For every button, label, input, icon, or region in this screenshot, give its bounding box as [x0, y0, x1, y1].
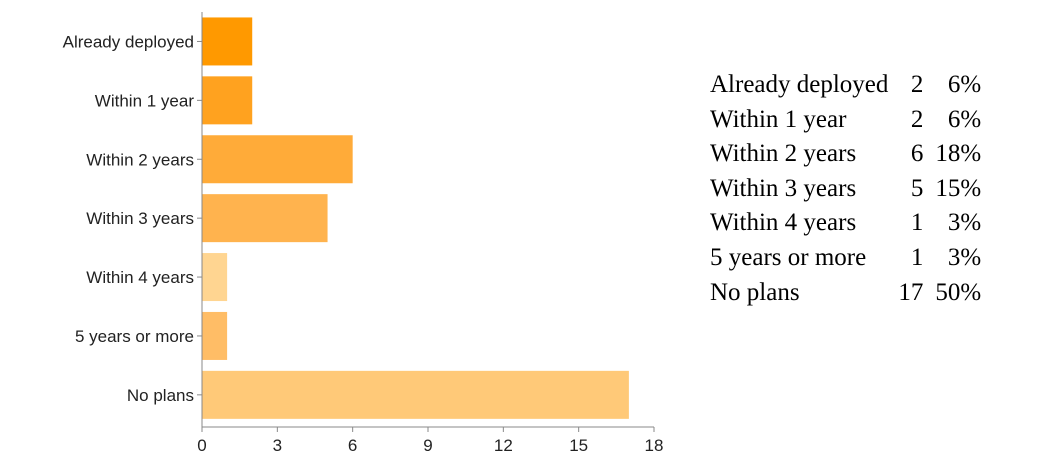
- summary-percent: 3%: [947, 209, 982, 237]
- category-label: No plans: [127, 386, 194, 405]
- axes: 0 3 6 9 12 15 18: [197, 12, 663, 455]
- summary-row: Already deployed 2 6%: [710, 68, 981, 103]
- bar-chart: Already deployed Within 1 year Within 2 ye…: [63, 12, 663, 455]
- x-tick-label: 12: [494, 436, 513, 455]
- summary-percent: 6%: [947, 105, 982, 133]
- bar-within-4-years: [202, 253, 228, 302]
- bars-layer: [202, 17, 629, 419]
- summary-label: No plans: [710, 278, 800, 306]
- category-label: Already deployed: [63, 32, 194, 51]
- summary-percent: 50%: [935, 278, 982, 306]
- summary-percent: 3%: [947, 243, 982, 271]
- summary-count: 2: [910, 105, 924, 133]
- x-tick-label: 9: [423, 436, 432, 455]
- summary-row: Within 2 years 6 18%: [710, 137, 981, 172]
- summary-percent: 18%: [935, 140, 982, 168]
- summary-label: Already deployed: [710, 71, 889, 98]
- bar-within-3-years: [202, 194, 328, 243]
- summary-count: 6: [910, 140, 924, 168]
- category-label: 5 years or more: [75, 327, 194, 346]
- x-tick-label: 0: [197, 436, 206, 455]
- summary-row: Within 4 years 1 3%: [710, 206, 981, 241]
- summary-percent: 6%: [947, 71, 982, 98]
- category-label: Within 3 years: [86, 209, 194, 228]
- summary-label: 5 years or more: [710, 243, 867, 271]
- summary-count: 5: [910, 174, 924, 202]
- summary-label: Within 1 year: [710, 105, 847, 133]
- summary-count: 1: [910, 243, 924, 271]
- summary-label: Within 4 years: [710, 209, 857, 237]
- x-tick-label: 18: [645, 436, 664, 455]
- category-label: Within 1 year: [95, 91, 195, 110]
- summary-label: Within 2 years: [710, 140, 857, 168]
- x-tick-label: 15: [569, 436, 588, 455]
- category-labels: Already deployed Within 1 year Within 2 ye…: [63, 32, 195, 404]
- x-tick-label: 6: [348, 436, 357, 455]
- summary-percent: 15%: [935, 174, 982, 202]
- summary-row: 5 years or more 1 3%: [710, 241, 981, 276]
- bar-within-2-years: [202, 135, 353, 184]
- summary-label: Within 3 years: [710, 174, 857, 202]
- bar-5-years-or-more: [202, 311, 228, 360]
- x-tick-label: 3: [273, 436, 282, 455]
- bar-no-plans: [202, 370, 629, 419]
- category-label: Within 4 years: [86, 268, 194, 287]
- summary-count: 2: [910, 71, 924, 98]
- summary-row: Within 1 year 2 6%: [710, 103, 981, 138]
- summary-count: 1: [910, 209, 924, 237]
- summary-count: 17: [898, 278, 924, 306]
- category-label: Within 2 years: [86, 150, 194, 169]
- bar-already-deployed: [202, 17, 253, 66]
- summary-row: Within 3 years 5 15%: [710, 172, 981, 207]
- bar-within-1-year: [202, 76, 253, 125]
- summary-table: Already deployed 2 6% Within 1 year 2 6% Withi…: [710, 68, 981, 310]
- summary-row: No plans 17 50%: [710, 276, 981, 311]
